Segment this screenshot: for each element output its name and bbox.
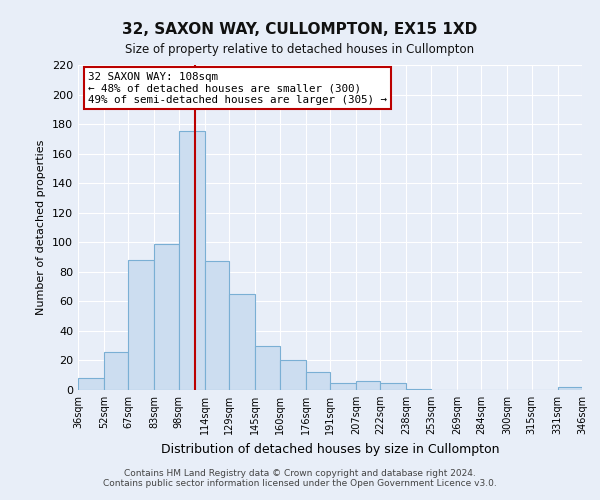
- Y-axis label: Number of detached properties: Number of detached properties: [37, 140, 46, 315]
- Bar: [154, 244, 179, 390]
- Bar: [205, 262, 229, 390]
- Text: Contains HM Land Registry data © Crown copyright and database right 2024.: Contains HM Land Registry data © Crown c…: [124, 469, 476, 478]
- Text: Contains public sector information licensed under the Open Government Licence v3: Contains public sector information licen…: [103, 479, 497, 488]
- Bar: [406, 388, 431, 390]
- Text: 32, SAXON WAY, CULLOMPTON, EX15 1XD: 32, SAXON WAY, CULLOMPTON, EX15 1XD: [122, 22, 478, 38]
- Bar: [179, 132, 205, 390]
- Bar: [356, 381, 380, 390]
- Text: 32 SAXON WAY: 108sqm
← 48% of detached houses are smaller (300)
49% of semi-deta: 32 SAXON WAY: 108sqm ← 48% of detached h…: [88, 72, 387, 104]
- Bar: [330, 382, 356, 390]
- Bar: [104, 352, 128, 390]
- X-axis label: Distribution of detached houses by size in Cullompton: Distribution of detached houses by size …: [161, 442, 499, 456]
- Bar: [78, 378, 104, 390]
- Bar: [255, 346, 280, 390]
- Bar: [380, 382, 406, 390]
- Bar: [557, 387, 582, 390]
- Bar: [128, 260, 154, 390]
- Text: Size of property relative to detached houses in Cullompton: Size of property relative to detached ho…: [125, 42, 475, 56]
- Bar: [280, 360, 305, 390]
- Bar: [305, 372, 330, 390]
- Bar: [229, 294, 255, 390]
